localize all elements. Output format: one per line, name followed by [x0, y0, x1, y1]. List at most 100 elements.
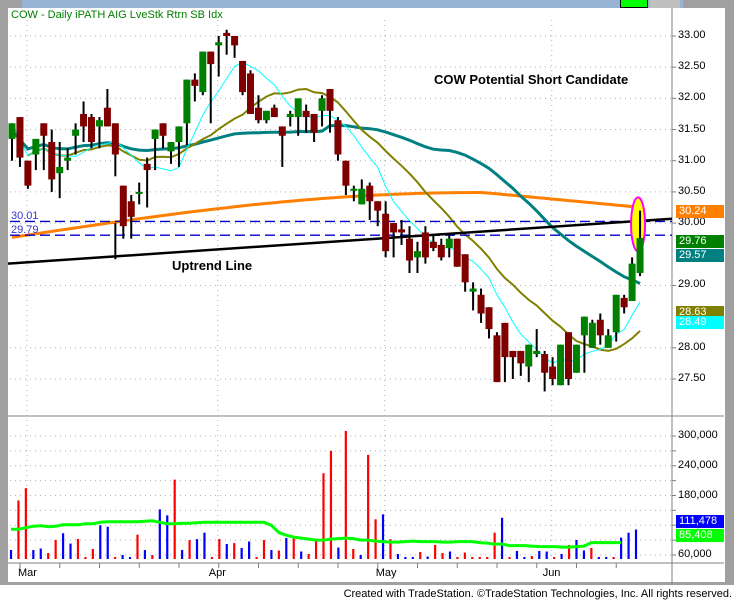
candle-up: [445, 238, 453, 249]
candle-up: [167, 142, 175, 152]
scroll-handle[interactable]: [650, 0, 680, 8]
candle-down: [342, 160, 350, 186]
candle-up: [525, 344, 533, 367]
status-indicator[interactable]: [620, 0, 648, 8]
level-label-lower: 29.79: [11, 224, 39, 236]
candle-down: [302, 110, 310, 118]
candle-down: [48, 142, 56, 180]
candle-down: [247, 73, 254, 114]
candle-up: [628, 263, 636, 302]
volume-marker-volume: 111,478: [676, 515, 724, 528]
volume-marker-volume-ma: 85,408: [676, 529, 724, 542]
candle-down: [549, 366, 557, 379]
candle-down: [398, 229, 406, 233]
candle-down: [143, 163, 151, 171]
candle-up: [262, 110, 270, 121]
candle-down: [485, 307, 493, 330]
price-tick-label: 32.50: [678, 60, 706, 73]
price-tick-label: 31.00: [678, 153, 706, 166]
price-tick-label: 30.00: [678, 216, 706, 229]
candle-up: [358, 188, 366, 205]
candle-up: [32, 138, 40, 155]
candle-up: [557, 344, 565, 386]
ma20-line: [27, 87, 641, 352]
candle-down: [326, 89, 334, 111]
candle-up: [72, 129, 80, 136]
candle-down: [119, 185, 127, 227]
level-label-upper: 30.01: [11, 210, 39, 222]
price-marker-ma-20: 28.63: [676, 306, 724, 319]
candle-up: [199, 51, 207, 93]
candle-up: [8, 123, 16, 139]
volume-tick-label: 180,000: [678, 488, 718, 501]
price-tick-label: 30.50: [678, 184, 706, 197]
candle-up: [469, 288, 477, 292]
volume-tick-label: 300,000: [678, 429, 718, 441]
candle-up: [318, 98, 326, 111]
candle-down: [406, 238, 413, 261]
candle-down: [390, 223, 398, 233]
time-label: Apr: [208, 567, 226, 579]
candle-down: [127, 201, 135, 217]
candle-down: [40, 123, 48, 136]
candle-down: [191, 79, 199, 86]
price-marker-ma-50: 29.57: [676, 249, 724, 262]
candle-down: [239, 60, 247, 93]
window-titlebar[interactable]: [22, 0, 265, 8]
chart-area[interactable]: [8, 8, 725, 582]
candle-down: [382, 213, 390, 252]
candle-down: [374, 201, 382, 211]
candle-down: [270, 107, 278, 118]
candle-up: [580, 316, 588, 336]
window-titlebar-right[interactable]: [265, 0, 683, 8]
candle-down: [310, 113, 318, 133]
price-marker-last-price: 29.76: [676, 235, 724, 248]
volume-ma-line: [11, 519, 622, 549]
candle-up: [350, 188, 358, 191]
price-marker-ma-10: 28.49: [676, 316, 724, 329]
candle-down: [493, 335, 501, 383]
candle-up: [215, 42, 223, 46]
candle-down: [103, 107, 111, 127]
candle-down: [453, 238, 461, 267]
candle-down: [565, 332, 572, 379]
candle-down: [596, 319, 604, 336]
ma200-line: [11, 191, 641, 239]
candle-down: [159, 123, 167, 136]
candle-down: [437, 244, 445, 258]
candle-up: [636, 238, 644, 273]
candle-down: [16, 117, 24, 158]
candle-down: [501, 322, 509, 358]
candle-up: [175, 126, 183, 143]
time-label: May: [375, 567, 397, 579]
candle-down: [334, 120, 342, 155]
time-label: Mar: [18, 567, 37, 579]
candle-down: [461, 254, 469, 283]
candle-up: [294, 98, 302, 118]
candle-up: [612, 294, 620, 333]
price-marker-ma-200: 30.24: [676, 205, 724, 218]
ma50-line: [10, 124, 641, 285]
candle-down: [24, 160, 32, 186]
price-tick-label: 29.00: [678, 278, 706, 291]
time-label: Jun: [542, 567, 561, 579]
price-tick-label: 28.00: [678, 340, 706, 353]
ma10-line: [11, 61, 641, 365]
candle-down: [509, 350, 517, 358]
price-tick-label: 27.50: [678, 371, 706, 384]
candle-down: [477, 294, 485, 314]
candle-down: [429, 241, 437, 249]
candle-down: [88, 117, 95, 143]
uptrend-line: [7, 217, 673, 265]
candle-down: [111, 123, 119, 155]
candle-down: [223, 32, 231, 36]
price-tick-label: 31.50: [678, 122, 706, 135]
volume-tick-label: 60,000: [678, 548, 712, 560]
candle-up: [604, 335, 612, 348]
candle-up: [135, 191, 143, 194]
candle-down: [517, 350, 525, 364]
candle-down: [231, 36, 239, 46]
annotation-uptrend-line: Uptrend Line: [172, 258, 253, 273]
price-tick-label: 32.00: [678, 91, 706, 104]
